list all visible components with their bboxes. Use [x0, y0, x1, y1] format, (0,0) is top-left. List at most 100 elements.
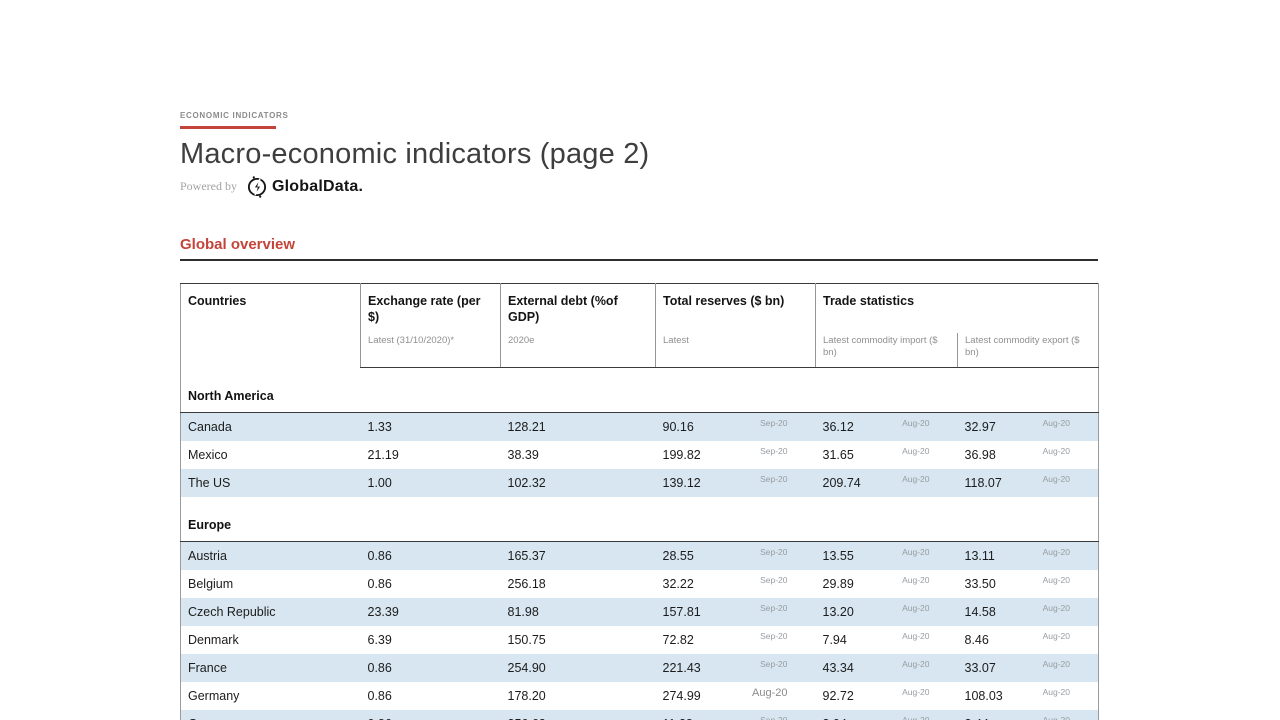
- export-date-label: Aug-20: [1042, 602, 1071, 613]
- export-value: 14.58: [964, 604, 996, 619]
- import-date-label: Aug-20: [902, 658, 930, 669]
- exchange-rate-cell: 21.19: [367, 447, 399, 462]
- country-cell: Czech Republic: [188, 604, 276, 619]
- reserves-value: 199.82: [662, 447, 701, 462]
- export-date-label: Aug-20: [1042, 686, 1071, 697]
- table-section-row: North America: [180, 367, 1099, 413]
- section-name: North America: [180, 367, 1099, 413]
- external-debt-cell: 128.21: [507, 419, 546, 434]
- table-row: Austria 0.86 165.37 28.55 Sep-20 13.55 Aug…: [180, 541, 1099, 570]
- export-cell: 13.11 Aug-20: [958, 542, 1099, 570]
- reserves-cell: 221.43 Sep-20: [656, 654, 816, 682]
- exchange-rate-cell: 0.86: [361, 710, 501, 720]
- table-section-row: Europe: [180, 496, 1099, 542]
- reserves-date-label: Sep-20: [760, 417, 788, 428]
- reserves-date-label: Sep-20: [760, 574, 788, 585]
- export-cell: 14.58 Aug-20: [958, 598, 1099, 626]
- import-value: 43.34: [822, 660, 854, 675]
- external-debt-cell: 38.39: [507, 447, 539, 462]
- export-cell: 108.03 Aug-20: [958, 682, 1099, 710]
- reserves-date-label: Aug-20: [752, 686, 788, 699]
- external-debt-cell: 256.18: [507, 576, 546, 591]
- table-row: Denmark 6.39 150.75 72.82 Sep-20 7.94 Aug-…: [181, 626, 1099, 654]
- reserves-value: 90.16: [662, 419, 694, 434]
- reserves-cell: 157.81 Sep-20: [656, 598, 816, 626]
- subheader-commodity-export: Latest commodity export ($ bn): [956, 332, 1099, 368]
- export-value: 2.44: [965, 717, 989, 720]
- brand-name: GlobalData.: [272, 177, 364, 195]
- table-row: Canada 1.33 128.21 90.16 Sep-20 36.12 Aug-…: [180, 412, 1099, 441]
- reserves-value: 72.82: [662, 632, 694, 647]
- external-debt-cell: 165.37: [507, 548, 546, 563]
- subheader-reserves-latest: Latest: [655, 332, 816, 368]
- export-value: 36.98: [964, 447, 996, 462]
- import-value: 7.94: [822, 632, 847, 647]
- table-row: Belgium 0.86 256.18 32.22 Sep-20 29.89 Aug…: [181, 570, 1099, 598]
- reserves-date-label: Sep-20: [760, 445, 788, 456]
- country-cell: Denmark: [188, 632, 239, 647]
- import-value: 29.89: [822, 576, 854, 591]
- import-cell: 36.12 Aug-20: [816, 413, 958, 441]
- subheader-external-debt-year: 2020e: [500, 332, 656, 368]
- import-value: 92.72: [822, 688, 854, 703]
- reserves-value: 157.81: [662, 604, 701, 619]
- import-value: 13.20: [822, 604, 854, 619]
- exchange-rate-cell: 0.86: [367, 576, 392, 591]
- reserves-date-label: Sep-20: [760, 546, 788, 557]
- export-cell: 8.46 Aug-20: [958, 626, 1099, 654]
- export-date-label: Aug-20: [1042, 714, 1071, 720]
- import-date-label: Aug-20: [902, 630, 930, 641]
- country-cell: Mexico: [188, 447, 228, 462]
- exchange-rate-cell: 0.86: [367, 660, 392, 675]
- column-header-countries: Countries: [188, 294, 247, 308]
- country-cell: France: [188, 660, 227, 675]
- subheader-exchange-rate-date: Latest (31/10/2020)*: [360, 332, 501, 368]
- export-date-label: Aug-20: [1042, 417, 1071, 428]
- country-cell: Canada: [188, 419, 232, 434]
- table-row: Mexico 21.19 38.39 199.82 Sep-20 31.65 Aug…: [181, 441, 1099, 469]
- globaldata-brand: GlobalData.: [246, 175, 364, 198]
- export-cell: 118.07 Aug-20: [958, 469, 1099, 497]
- import-date-label: Aug-20: [902, 574, 930, 585]
- country-cell: Greece: [181, 710, 361, 720]
- reserves-cell: 274.99 Aug-20: [656, 682, 816, 710]
- reserves-date-label: Sep-20: [760, 658, 788, 669]
- reserves-date-label: Sep-20: [760, 714, 788, 720]
- export-cell: 2.44 Aug-20: [958, 710, 1099, 720]
- exchange-rate-cell: 0.86: [367, 688, 392, 703]
- export-value: 8.46: [964, 632, 989, 647]
- exchange-rate-cell: 1.33: [367, 419, 392, 434]
- export-date-label: Aug-20: [1042, 445, 1071, 456]
- external-debt-cell: 254.90: [507, 660, 546, 675]
- exchange-rate-cell: 1.00: [367, 475, 392, 490]
- column-header-trade-statistics: Trade statistics: [814, 283, 1099, 333]
- eyebrow-underline: [180, 126, 276, 129]
- reserves-date-label: Sep-20: [760, 602, 788, 613]
- export-value: 13.11: [964, 548, 995, 563]
- export-value: 118.07: [964, 475, 1002, 490]
- column-header-external-debt: External debt (%of GDP): [500, 283, 656, 333]
- import-value: 13.55: [822, 548, 854, 563]
- reserves-value: 32.22: [662, 576, 694, 591]
- table-row: Czech Republic 23.39 81.98 157.81 Sep-20 …: [180, 597, 1099, 626]
- import-date-label: Aug-20: [902, 714, 930, 720]
- export-value: 33.07: [964, 660, 996, 675]
- subheader-commodity-import: Latest commodity import ($ bn): [815, 332, 958, 368]
- export-cell: 32.97 Aug-20: [958, 413, 1099, 441]
- export-date-label: Aug-20: [1042, 546, 1071, 557]
- import-cell: 29.89 Aug-20: [816, 570, 958, 598]
- external-debt-cell: 102.32: [507, 475, 546, 490]
- reserves-value: 139.12: [662, 475, 701, 490]
- import-cell: 92.72 Aug-20: [816, 682, 958, 710]
- table-header: Countries Exchange rate (per $) External…: [181, 283, 1099, 368]
- import-value: 209.74: [822, 475, 861, 490]
- import-cell: 209.74 Aug-20: [816, 469, 958, 497]
- section-name: Europe: [180, 496, 1099, 542]
- import-value: 31.65: [822, 447, 854, 462]
- exchange-rate-cell: 23.39: [367, 604, 399, 619]
- import-cell: 13.20 Aug-20: [816, 598, 958, 626]
- reserves-cell: 199.82 Sep-20: [656, 441, 816, 469]
- import-date-label: Aug-20: [902, 473, 930, 484]
- import-date-label: Aug-20: [902, 417, 930, 428]
- table-body: North America Canada 1.33 128.21 90.16 Se…: [180, 367, 1099, 720]
